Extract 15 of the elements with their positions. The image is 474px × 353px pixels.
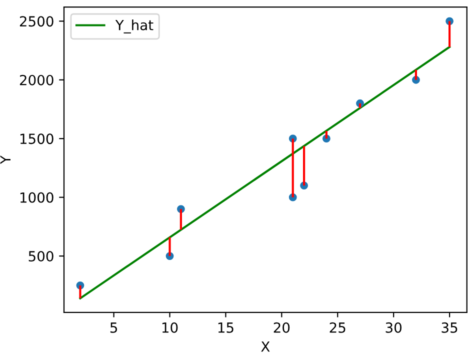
x-tick-label: 25 (330, 322, 346, 333)
y-tick-label: 2500 (20, 16, 54, 27)
x-tick-label: 10 (162, 322, 178, 333)
y-tick-label: 500 (28, 251, 54, 262)
x-tick-label: 35 (442, 322, 458, 333)
y-axis-title: Y (0, 155, 10, 164)
x-tick-label: 20 (274, 322, 290, 333)
legend-label: Y_hat (115, 20, 154, 34)
y-tick-label: 1000 (20, 192, 54, 203)
y-tick-label: 1500 (20, 134, 54, 144)
x-tick-label: 5 (110, 322, 117, 333)
x-tick-label: 15 (218, 322, 234, 333)
x-axis-title: X (261, 342, 270, 352)
x-tick-label: 30 (386, 322, 402, 333)
y-tick-label: 2000 (20, 74, 54, 86)
